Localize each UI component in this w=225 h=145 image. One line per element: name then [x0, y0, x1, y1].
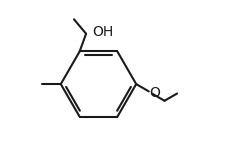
Text: OH: OH [92, 25, 113, 39]
Text: O: O [149, 86, 160, 99]
